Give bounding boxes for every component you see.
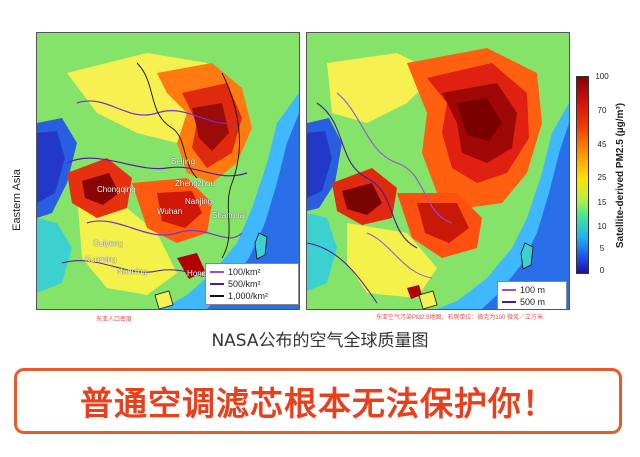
population-density-map: Beijing Zhengzhou Chongqing Nanjing Wuha… xyxy=(36,32,300,310)
legend-swatch xyxy=(210,271,224,273)
legend-row: 500/km² xyxy=(210,278,294,290)
colorbar-tick: 0 xyxy=(599,266,605,275)
population-legend: 100/km² 500/km² 1,000/km² xyxy=(205,263,299,305)
legend-label: 500/km² xyxy=(228,279,261,289)
legend-swatch xyxy=(502,289,516,291)
city-label: Kunming xyxy=(85,255,117,264)
legend-label: 100 m xyxy=(520,285,546,295)
legend-row: 500 m xyxy=(502,296,562,308)
colorbar-title: Satellite-derived PM2.5 (µg/m³) xyxy=(610,70,632,280)
city-label: Shanghai xyxy=(212,211,246,220)
city-label: Nanning xyxy=(117,267,147,276)
colorbar-tick: 70 xyxy=(597,106,607,115)
legend-swatch xyxy=(210,283,224,285)
colorbar-tick: 15 xyxy=(597,198,607,207)
colorbar-title-text: Satellite-derived PM2.5 (µg/m³) xyxy=(615,102,627,248)
elevation-legend: 100 m 500 m xyxy=(497,281,567,309)
pm25-colorbar xyxy=(576,76,589,274)
legend-label: 500 m xyxy=(520,297,546,307)
right-map-caption: 东亚空气污染PM2.5地图，右侧单位：微克为100 微克／立方米 xyxy=(376,315,544,321)
side-label-text: Eastern Asia xyxy=(11,169,24,231)
left-map-graphic xyxy=(37,33,299,309)
colorbar-tick: 100 xyxy=(595,72,609,81)
legend-label: 1,000/km² xyxy=(228,291,269,301)
legend-swatch xyxy=(210,295,224,297)
legend-row: 1,000/km² xyxy=(210,290,294,302)
promo-banner: 普通空调滤芯根本无法保护你！ xyxy=(14,368,622,434)
colorbar-tick: 10 xyxy=(597,222,607,231)
colorbar-tick: 25 xyxy=(597,173,607,182)
city-label: Wuhan xyxy=(157,207,183,216)
colorbar-tick: 45 xyxy=(597,140,607,149)
city-label: Guiyang xyxy=(93,239,123,248)
city-label: Nanjing xyxy=(185,197,213,206)
pm25-map: 100 m 500 m xyxy=(306,32,570,310)
city-label: Beijing xyxy=(171,157,196,166)
right-map-graphic xyxy=(307,33,569,309)
side-label: Eastern Asia xyxy=(6,140,28,260)
figure-caption: NASA公布的空气全球质量图 xyxy=(211,331,429,351)
legend-label: 100/km² xyxy=(228,267,261,277)
colorbar-tick: 5 xyxy=(599,244,605,253)
left-map-caption: 东亚人口密度 xyxy=(96,317,133,323)
city-label: Chongqing xyxy=(97,185,136,194)
legend-swatch xyxy=(502,301,516,303)
legend-row: 100 m xyxy=(502,284,562,296)
city-label: Zhengzhou xyxy=(175,179,216,188)
banner-text: 普通空调滤芯根本无法保护你！ xyxy=(80,384,556,423)
legend-row: 100/km² xyxy=(210,266,294,278)
